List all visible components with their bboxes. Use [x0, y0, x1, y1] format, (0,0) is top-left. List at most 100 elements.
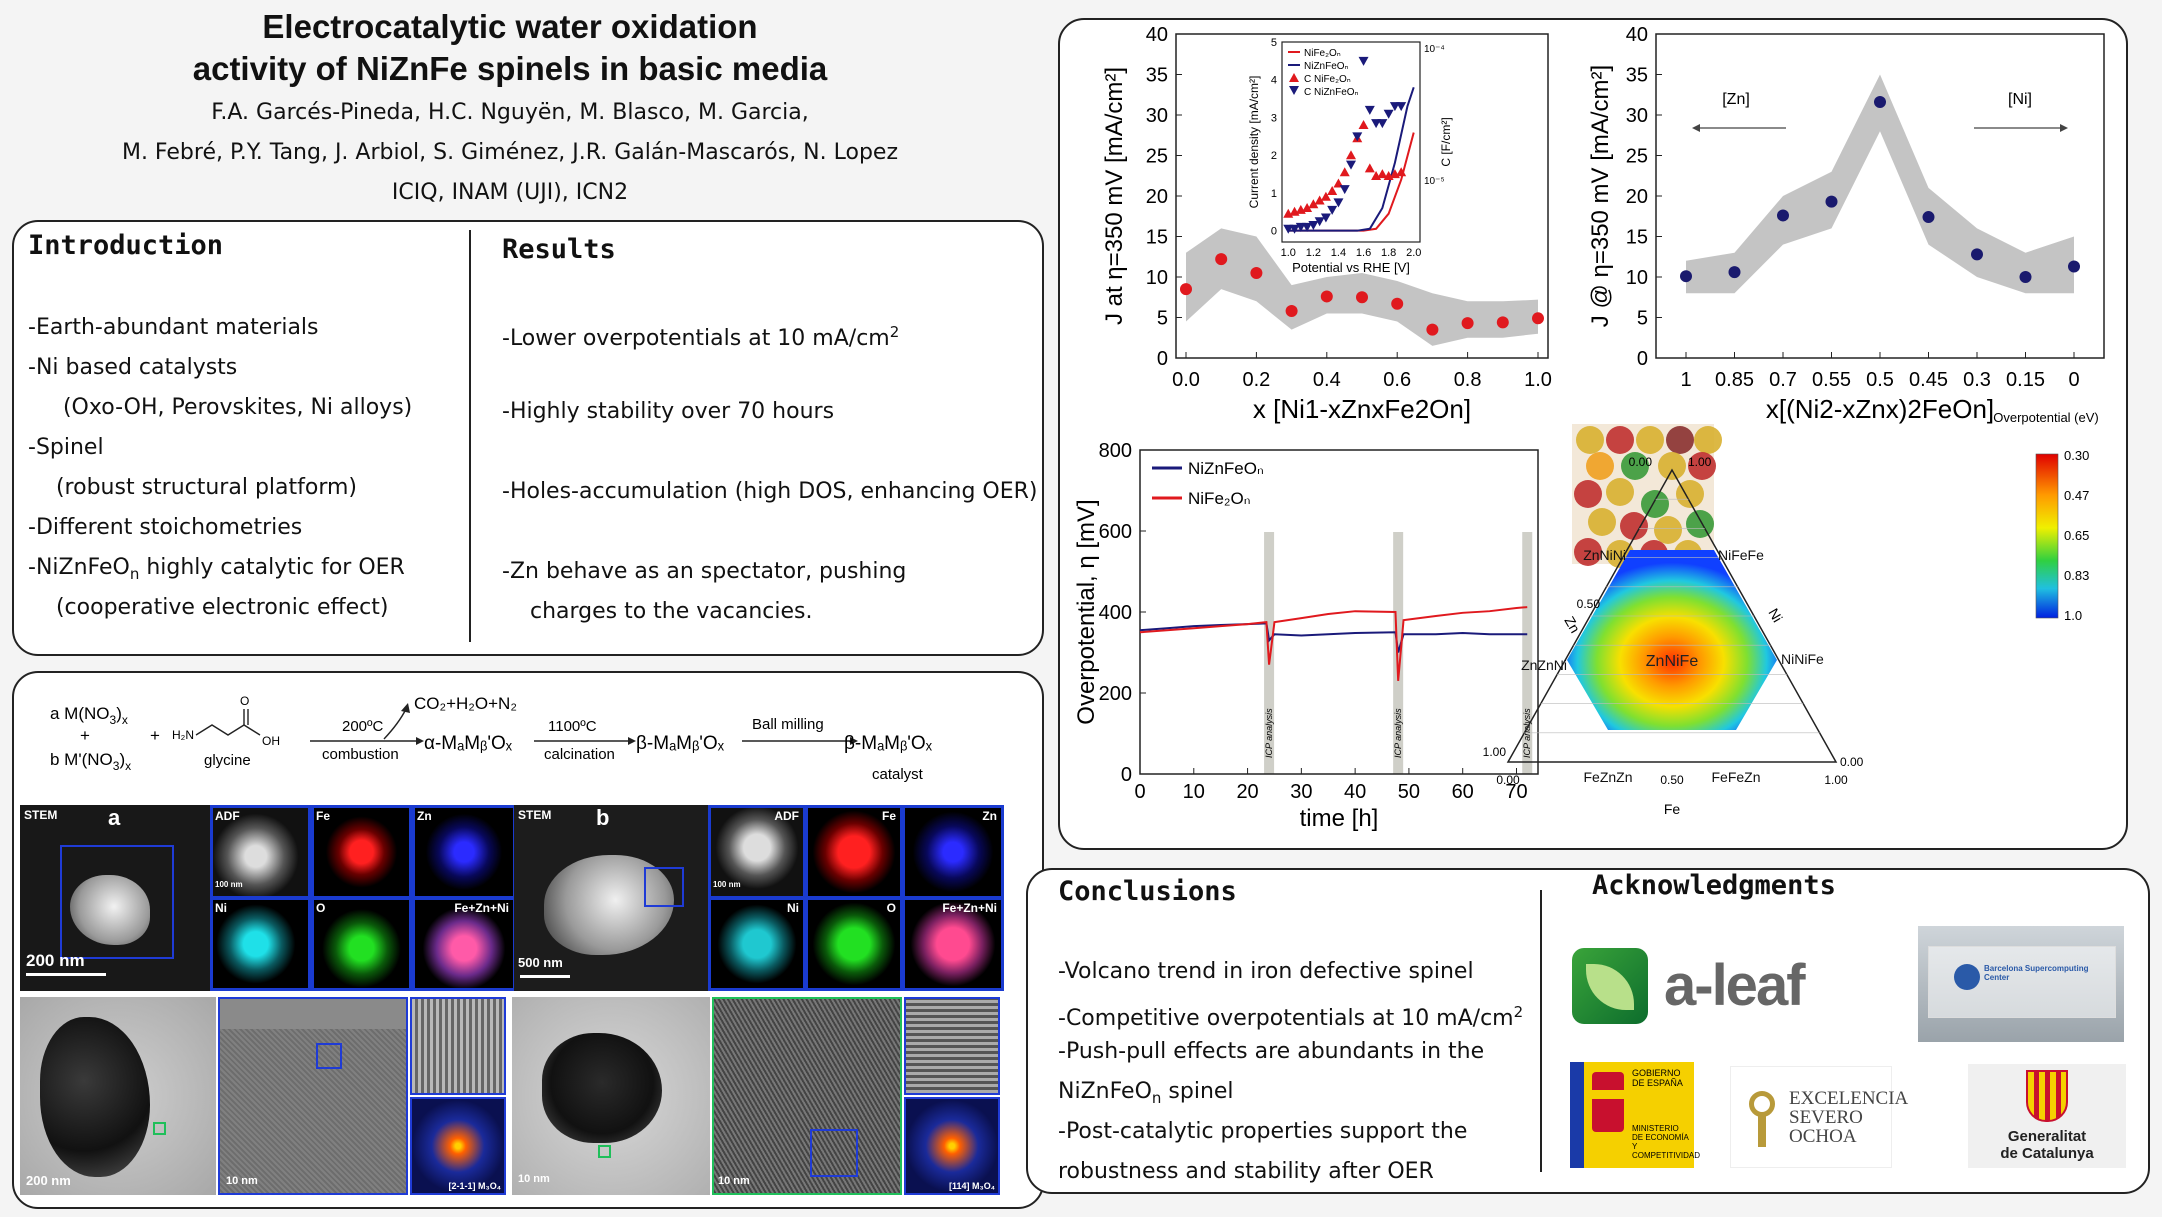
hrtem-image-a: 10 nm: [218, 997, 408, 1195]
triangle-down-marker: [1339, 185, 1350, 195]
gobierno-logo: GOBIERNO DE ESPAÑA MINISTERIO DE ECONOMÍA Y…: [1570, 1062, 1700, 1168]
conclusions-divider: [1540, 890, 1542, 1172]
x-tick-label: 0.55: [1812, 369, 1851, 391]
ternary-tick-label: 0.50: [1660, 773, 1684, 787]
step-ball-milling: Ball milling: [752, 716, 824, 733]
tem-image-a: 200 nm: [20, 997, 216, 1195]
acknowledgments-heading: Acknowledgments: [1592, 870, 1836, 901]
y-axis-label: J @ η=350 mV [mA/cm²]: [1587, 65, 1614, 327]
inset-y-axis-label: Current density [mA/cm²]: [1247, 76, 1261, 209]
legend-label: NiZnFeOₙ: [1188, 459, 1264, 478]
poster-title: Electrocatalytic water oxidation activit…: [0, 6, 1020, 90]
inset-y-tick-label: 4: [1271, 75, 1277, 87]
x-tick-label: 0.15: [2006, 369, 2045, 391]
y-tick-label: 0: [1157, 348, 1168, 370]
atom: [1621, 452, 1649, 480]
stem-image-b: STEM b 500 nm: [514, 805, 720, 991]
series-line: [1139, 606, 1528, 681]
triangle-down-marker: [1327, 205, 1338, 215]
atom: [1576, 426, 1604, 454]
annotation-zn: [Zn]: [1722, 91, 1750, 108]
y-tick-label: 400: [1099, 602, 1132, 624]
adf-map-b: ADF 100 nm: [711, 808, 803, 896]
fft-image-a: [2-1-1] M₃O₄: [410, 1097, 506, 1195]
triangle-down-marker: [1308, 221, 1319, 231]
annotation-ni: [Ni]: [2008, 91, 2032, 108]
atom: [1574, 480, 1602, 508]
data-point: [1320, 290, 1333, 303]
inset-y-tick-label: 1: [1271, 188, 1277, 200]
atom: [1676, 480, 1704, 508]
triangle-down-marker: [1377, 119, 1388, 129]
temp-combustion: 200ºC: [342, 718, 384, 735]
x-tick-label: 0.85: [1715, 369, 1754, 391]
plus-sign-2: +: [150, 726, 160, 745]
y-tick-label: 0: [1637, 348, 1648, 370]
conclusion-item-1: -Volcano trend in iron defective spinel: [1058, 959, 1474, 984]
x-tick-label: 0: [2068, 369, 2079, 391]
series-line: [1139, 622, 1528, 653]
x-tick-label: 0.4: [1313, 369, 1341, 391]
triangle-up-marker: [1302, 203, 1313, 213]
x-tick-label: 0.5: [1866, 369, 1894, 391]
ternary-point-label: ZnNiFe: [1646, 653, 1699, 670]
icp-analysis-label: ICP analysis: [1393, 708, 1403, 758]
triangle-down-marker: [1396, 102, 1407, 112]
atom: [1586, 452, 1614, 480]
intro-results-panel: Introduction -Earth-abundant materials -…: [12, 220, 1044, 656]
glycine-label: glycine: [204, 752, 251, 769]
y-tick-label: 15: [1626, 227, 1648, 249]
ternary-tick-label: 0.00: [1629, 455, 1653, 469]
intro-item-7: -NiZnFeOn highly catalytic for OER: [28, 555, 405, 583]
ni-map-a: Ni: [213, 900, 308, 988]
atom: [1641, 490, 1669, 518]
y-tick-label: 30: [1146, 105, 1168, 127]
step-combustion: combustion: [322, 746, 399, 763]
data-point: [1777, 209, 1789, 222]
lattice-image-b: [904, 997, 1000, 1095]
glycine-structure: H₂N O OH: [172, 694, 280, 748]
atom: [1654, 516, 1682, 544]
triangle-up-marker: [1339, 167, 1350, 177]
data-point: [1180, 283, 1192, 296]
y-tick-label: 800: [1099, 440, 1132, 462]
triangle-down-marker: [1320, 213, 1331, 223]
inset-line: [1288, 86, 1415, 232]
svg-text:H₂N: H₂N: [172, 728, 194, 742]
edx-maps-b: ADF 100 nm Fe Zn Ni O Fe+Zn+Ni: [708, 805, 1004, 991]
beta-phase-1: β-MₐMᵦ'Oₓ: [636, 733, 725, 754]
results-item-4a: -Zn behave as an spectator, pushing: [502, 559, 907, 584]
chart-inset-polarization: 0 1 2 3 4 5 1.0 1.2 1.4 1.6 1.8 2.0 10⁻⁴ 10⁻⁵ Current …: [1247, 37, 1453, 275]
data-point: [1461, 317, 1474, 330]
colorbar-title: Overpotential (eV): [1993, 410, 2099, 425]
inset-x-tick-label: 1.4: [1331, 247, 1346, 259]
intro-item-8: (cooperative electronic effect): [28, 595, 389, 620]
y-tick-label: 25: [1146, 146, 1168, 168]
atom: [1574, 538, 1602, 566]
data-point: [1250, 266, 1263, 279]
intro-item-2: -Ni based catalysts: [28, 355, 238, 380]
atom: [1606, 478, 1634, 506]
inset-y-tick-label: 2: [1271, 150, 1277, 162]
results-item-4b: charges to the vacancies.: [502, 599, 813, 624]
x-tick-label: 0.45: [1909, 369, 1948, 391]
ternary-point-label: ZnNiNi: [1583, 547, 1626, 563]
ternary-tick-label: 1.00: [1688, 455, 1712, 469]
inset-right-tick-label: 10⁻⁴: [1424, 44, 1445, 55]
ternary-tick-label: 0.00: [1840, 755, 1864, 769]
icp-analysis-label: ICP analysis: [1264, 708, 1274, 758]
inset-x-tick-label: 1.0: [1281, 247, 1296, 259]
conclusion-item-3: -Push-pull effects are abundants in the: [1058, 1039, 1485, 1064]
colorbar-tick-label: 0.47: [2064, 488, 2089, 503]
beta-phase-2: β-MₐMᵦ'Oₓ: [844, 733, 933, 754]
y-tick-label: 200: [1099, 683, 1132, 705]
triangle-down-marker: [1289, 224, 1300, 234]
ternary-point-label: ZnZnNi: [1521, 657, 1567, 673]
legend-swatch: [1289, 86, 1299, 95]
y-tick-label: 35: [1626, 65, 1648, 87]
arrow-head-ni: [2060, 124, 2068, 132]
fft-image-b: [114] M₃O₄: [904, 1097, 1000, 1195]
data-point: [1728, 266, 1741, 279]
panel-label-a: a: [108, 805, 121, 830]
